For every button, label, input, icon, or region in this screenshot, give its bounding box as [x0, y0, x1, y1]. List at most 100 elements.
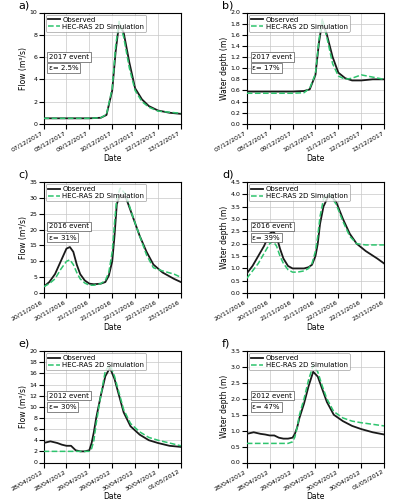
Observed: [281, 436, 286, 442]
Observed: [350, 423, 354, 429]
Text: 2017 event: 2017 event: [49, 54, 89, 60]
Observed: [334, 198, 339, 204]
HEC-RAS 2D Simulation: [330, 60, 335, 66]
HEC-RAS 2D Simulation: [98, 392, 103, 398]
X-axis label: Date: Date: [103, 323, 122, 332]
Observed: [117, 20, 122, 26]
Observed: [244, 270, 249, 276]
Observed: [262, 243, 267, 249]
Observed: [127, 60, 132, 66]
Observed: [114, 201, 119, 207]
X-axis label: Date: Date: [103, 154, 122, 162]
Line: HEC-RAS 2D Simulation: HEC-RAS 2D Simulation: [44, 22, 181, 118]
HEC-RAS 2D Simulation: [347, 234, 352, 239]
Line: Observed: Observed: [44, 368, 181, 452]
Observed: [78, 271, 82, 277]
Observed: [118, 192, 123, 198]
HEC-RAS 2D Simulation: [112, 373, 117, 379]
X-axis label: Date: Date: [306, 154, 325, 162]
Observed: [89, 440, 94, 446]
HEC-RAS 2D Simulation: [327, 191, 331, 197]
Observed: [343, 75, 348, 81]
Text: ε= 47%: ε= 47%: [252, 404, 280, 410]
HEC-RAS 2D Simulation: [156, 437, 160, 443]
HEC-RAS 2D Simulation: [179, 443, 183, 449]
HEC-RAS 2D Simulation: [279, 90, 284, 96]
Observed: [41, 440, 46, 446]
HEC-RAS 2D Simulation: [171, 271, 176, 277]
Observed: [41, 116, 46, 121]
HEC-RAS 2D Simulation: [89, 446, 94, 452]
Legend: Observed, HEC-RAS 2D Simulation: Observed, HEC-RAS 2D Simulation: [249, 14, 350, 32]
Observed: [244, 88, 249, 94]
Observed: [133, 85, 137, 91]
HEC-RAS 2D Simulation: [94, 420, 99, 426]
HEC-RAS 2D Simulation: [267, 440, 272, 446]
HEC-RAS 2D Simulation: [144, 252, 149, 258]
HEC-RAS 2D Simulation: [179, 274, 183, 280]
Observed: [128, 424, 133, 430]
Observed: [350, 78, 354, 84]
HEC-RAS 2D Simulation: [113, 43, 118, 49]
HEC-RAS 2D Simulation: [53, 276, 57, 282]
HEC-RAS 2D Simulation: [127, 65, 132, 71]
Observed: [256, 88, 261, 94]
Observed: [64, 246, 69, 252]
HEC-RAS 2D Simulation: [321, 196, 326, 202]
Observed: [107, 272, 111, 278]
HEC-RAS 2D Simulation: [258, 440, 263, 446]
HEC-RAS 2D Simulation: [267, 240, 272, 246]
Observed: [267, 231, 272, 237]
Observed: [167, 110, 172, 116]
Observed: [286, 436, 290, 442]
HEC-RAS 2D Simulation: [311, 362, 316, 368]
Observed: [98, 115, 103, 121]
Observed: [347, 231, 352, 237]
Observed: [167, 443, 172, 449]
HEC-RAS 2D Simulation: [98, 280, 103, 286]
HEC-RAS 2D Simulation: [307, 85, 312, 91]
HEC-RAS 2D Simulation: [274, 243, 279, 249]
Observed: [354, 240, 359, 246]
Observed: [325, 399, 329, 405]
HEC-RAS 2D Simulation: [137, 233, 142, 239]
HEC-RAS 2D Simulation: [73, 448, 78, 454]
HEC-RAS 2D Simulation: [295, 424, 299, 430]
Observed: [69, 443, 73, 449]
HEC-RAS 2D Simulation: [281, 260, 286, 266]
Observed: [103, 373, 108, 379]
HEC-RAS 2D Simulation: [78, 276, 82, 282]
Observed: [316, 40, 321, 46]
Observed: [47, 279, 51, 285]
HEC-RAS 2D Simulation: [359, 420, 364, 426]
Observed: [103, 279, 108, 285]
Observed: [302, 400, 307, 406]
HEC-RAS 2D Simulation: [256, 260, 261, 266]
HEC-RAS 2D Simulation: [41, 448, 46, 454]
Text: f): f): [222, 339, 230, 349]
HEC-RAS 2D Simulation: [147, 434, 151, 440]
HEC-RAS 2D Simulation: [128, 420, 133, 426]
HEC-RAS 2D Simulation: [341, 415, 345, 421]
Line: Observed: Observed: [44, 194, 181, 287]
Observed: [331, 412, 336, 418]
Observed: [274, 234, 279, 239]
Observed: [370, 76, 375, 82]
HEC-RAS 2D Simulation: [276, 440, 281, 446]
X-axis label: Date: Date: [103, 492, 122, 500]
Observed: [382, 260, 386, 266]
HEC-RAS 2D Simulation: [117, 18, 122, 24]
Observed: [313, 253, 318, 259]
Observed: [244, 431, 249, 437]
HEC-RAS 2D Simulation: [306, 266, 311, 272]
HEC-RAS 2D Simulation: [343, 76, 348, 82]
HEC-RAS 2D Simulation: [74, 270, 79, 276]
HEC-RAS 2D Simulation: [82, 448, 87, 454]
Legend: Observed, HEC-RAS 2D Simulation: Observed, HEC-RAS 2D Simulation: [249, 353, 350, 370]
HEC-RAS 2D Simulation: [121, 406, 126, 412]
HEC-RAS 2D Simulation: [133, 88, 137, 94]
HEC-RAS 2D Simulation: [341, 218, 345, 224]
Observed: [121, 30, 126, 36]
HEC-RAS 2D Simulation: [76, 116, 80, 121]
Observed: [290, 434, 295, 440]
